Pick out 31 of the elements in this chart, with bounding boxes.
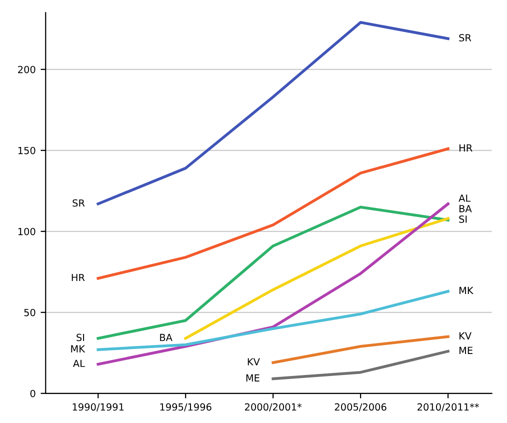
text: AL	[73, 360, 85, 367]
line-series	[184, 217, 450, 340]
y-tick-label: 0	[30, 390, 36, 398]
line-series	[96, 147, 450, 280]
series-label: SI	[459, 216, 467, 223]
y-tick-label: 50	[24, 308, 36, 316]
series-label: AL	[458, 194, 471, 202]
series-label: MK	[460, 286, 474, 294]
text: HR	[72, 274, 85, 282]
x-tick-label: 2010/2011**	[418, 403, 479, 412]
y-tick-label: 200	[18, 66, 36, 74]
line-series	[96, 290, 450, 352]
series-label: BA	[460, 205, 472, 212]
series-label: HR	[460, 144, 472, 152]
text: KV	[248, 358, 260, 366]
series-label: KV	[460, 332, 472, 340]
x-tick-label: 2005/2006	[334, 403, 386, 412]
text: BA	[160, 334, 172, 341]
x-tick-label: 1995/1996	[160, 403, 212, 412]
line-series	[96, 206, 450, 340]
y-tick-label: 150	[18, 146, 36, 154]
text: ME	[246, 374, 260, 382]
x-tick-label: 2000/2001*	[244, 403, 302, 412]
y-tick-label: 100	[18, 228, 36, 236]
x-tick-label: 1990/1991	[72, 403, 124, 412]
line-series	[96, 21, 450, 206]
series-label: SR	[459, 34, 472, 42]
text: MK	[71, 345, 86, 352]
text: SR	[72, 199, 85, 207]
text: SI	[76, 334, 84, 342]
series-label: ME	[460, 346, 472, 354]
